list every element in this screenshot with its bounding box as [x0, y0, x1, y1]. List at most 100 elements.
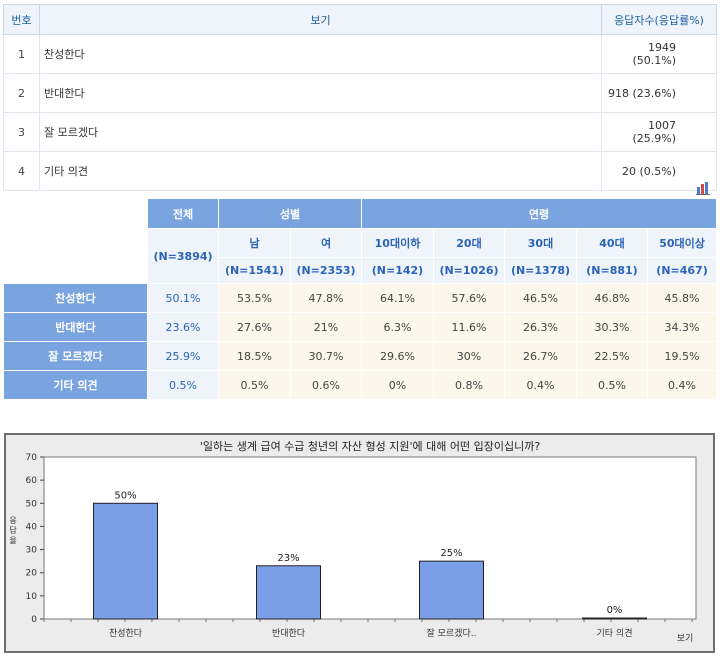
crosstab-table: 전체 성별 연령 (N=3894) 남 여 10대이하 20대 30대 40대 …	[3, 198, 718, 400]
summary-row: 2 반대한다 918 (23.6%)	[3, 73, 717, 113]
subgroup-label: 남	[218, 228, 291, 258]
y-tick-label: 10	[26, 592, 38, 602]
subgroup-n: (N=881)	[576, 257, 648, 284]
crosstab-cell: 46.8%	[576, 283, 648, 313]
crosstab-row: 찬성한다 50.1% 53.5% 47.8% 64.1% 57.6% 46.5% 46.8% 4…	[3, 283, 718, 313]
x-tick-label: 잘 모르겠다..	[427, 627, 477, 639]
row-count: 918 (23.6%)	[601, 73, 717, 113]
row-label: 잘 모르겠다	[39, 112, 602, 152]
crosstab-cell: 47.8%	[290, 283, 362, 313]
age-header: 연령	[360, 198, 718, 229]
bar-value-label: 50%	[114, 490, 136, 501]
x-tick-label: 기타 의견	[597, 627, 633, 639]
bar-chart: '일하는 생계 급여 수급 청년의 자산 형성 지원'에 대해 어떤 입장이십니…	[9, 439, 697, 644]
crosstab-cell: 53.5%	[218, 283, 291, 313]
x-tick-label: 반대한다	[272, 628, 306, 639]
subgroup-n: (N=1541)	[218, 257, 291, 284]
subgroup-n: (N=467)	[646, 257, 718, 284]
row-no: 3	[3, 112, 40, 152]
row-count: 1949 (50.1%)	[601, 34, 717, 74]
gender-header: 성별	[218, 198, 362, 229]
row-count: 20 (0.5%)	[601, 151, 717, 191]
subgroup-n: (N=2353)	[290, 257, 362, 284]
y-tick-label: 20	[26, 569, 38, 579]
total-header: 전체	[147, 198, 219, 229]
bar	[582, 617, 647, 620]
x-tick-label: 찬성한다	[109, 628, 143, 639]
subgroup-n: (N=1026)	[433, 257, 505, 284]
summary-row: 4 기타 의견 20 (0.5%)	[3, 151, 717, 191]
chart-panel: '일하는 생계 급여 수급 청년의 자산 형성 지원'에 대해 어떤 입장이십니…	[4, 433, 715, 653]
bar	[419, 560, 484, 620]
subgroup-n: (N=1378)	[504, 257, 577, 284]
crosstab-cell: 26.3%	[504, 312, 577, 342]
crosstab-row: 잘 모르겠다 25.9% 18.5% 30.7% 29.6% 30% 26.7% 22.5% 1…	[3, 341, 718, 371]
crosstab-cell: 22.5%	[576, 341, 648, 371]
y-axis-label: 응답율	[9, 516, 17, 545]
subgroup-label: 여	[290, 228, 362, 258]
y-tick-label: 60	[26, 476, 38, 486]
crosstab-row-label: 반대한다	[3, 312, 148, 342]
summary-table: 번호 보기 응답자수(응답률%) 1 찬성한다 1949 (50.1%) 2 반…	[3, 4, 717, 191]
row-label: 기타 의견	[39, 151, 602, 191]
y-tick-label: 30	[26, 546, 38, 556]
crosstab-total-cell: 23.6%	[147, 312, 219, 342]
corner-blank	[3, 198, 148, 284]
crosstab-cell: 21%	[290, 312, 362, 342]
row-count: 1007 (25.9%)	[601, 112, 717, 152]
crosstab-row: 반대한다 23.6% 27.6% 21% 6.3% 11.6% 26.3% 30.3% 34.3…	[3, 312, 718, 342]
bar-chart-icon[interactable]	[696, 181, 712, 195]
bar	[93, 502, 158, 620]
crosstab-cell: 46.5%	[504, 283, 577, 313]
crosstab-cell: 34.3%	[646, 312, 718, 342]
crosstab-row-label: 찬성한다	[3, 283, 148, 313]
crosstab-total-cell: 25.9%	[147, 341, 219, 371]
row-label: 찬성한다	[39, 34, 602, 74]
subgroup-label: 50대이상	[646, 228, 718, 258]
crosstab-cell: 0.5%	[576, 370, 648, 400]
crosstab-total-cell: 50.1%	[147, 283, 219, 313]
subgroup-label: 40대	[576, 228, 648, 258]
chart-title: '일하는 생계 급여 수급 청년의 자산 형성 지원'에 대해 어떤 입장이십니…	[200, 439, 540, 453]
crosstab-row-label: 기타 의견	[3, 370, 148, 400]
bar	[256, 565, 321, 620]
y-tick-label: 50	[26, 499, 38, 509]
subgroup-n: (N=142)	[361, 257, 434, 284]
crosstab-cell: 0.5%	[218, 370, 291, 400]
summary-header-row: 번호 보기 응답자수(응답률%)	[3, 4, 717, 35]
total-n: (N=3894)	[147, 228, 219, 284]
header-responses: 응답자수(응답률%)	[601, 4, 717, 35]
summary-row: 3 잘 모르겠다 1007 (25.9%)	[3, 112, 717, 152]
subgroup-label: 20대	[433, 228, 505, 258]
header-no: 번호	[3, 4, 40, 35]
row-no: 2	[3, 73, 40, 113]
crosstab-cell: 0.4%	[646, 370, 718, 400]
crosstab-cell: 57.6%	[433, 283, 505, 313]
summary-row: 1 찬성한다 1949 (50.1%)	[3, 34, 717, 74]
bar-value-label: 0%	[607, 605, 623, 616]
crosstab-cell: 30.3%	[576, 312, 648, 342]
crosstab-cell: 27.6%	[218, 312, 291, 342]
crosstab-cell: 0.4%	[504, 370, 577, 400]
subgroup-label: 10대이하	[361, 228, 434, 258]
crosstab-cell: 45.8%	[646, 283, 718, 313]
row-no: 1	[3, 34, 40, 74]
crosstab-cell: 30%	[433, 341, 505, 371]
svg-text:답: 답	[9, 525, 17, 535]
crosstab-total-cell: 0.5%	[147, 370, 219, 400]
header-option: 보기	[39, 4, 602, 35]
crosstab-cell: 18.5%	[218, 341, 291, 371]
crosstab-cell: 11.6%	[433, 312, 505, 342]
subgroup-label: 30대	[504, 228, 577, 258]
bar-value-label: 25%	[440, 548, 462, 559]
row-no: 4	[3, 151, 40, 191]
crosstab-cell: 29.6%	[361, 341, 434, 371]
crosstab-cell: 0.8%	[433, 370, 505, 400]
crosstab-cell: 6.3%	[361, 312, 434, 342]
crosstab-row-label: 잘 모르겠다	[3, 341, 148, 371]
crosstab-cell: 0%	[361, 370, 434, 400]
y-tick-label: 40	[26, 522, 38, 532]
row-label: 반대한다	[39, 73, 602, 113]
svg-text:율: 율	[9, 536, 16, 545]
crosstab-cell: 26.7%	[504, 341, 577, 371]
